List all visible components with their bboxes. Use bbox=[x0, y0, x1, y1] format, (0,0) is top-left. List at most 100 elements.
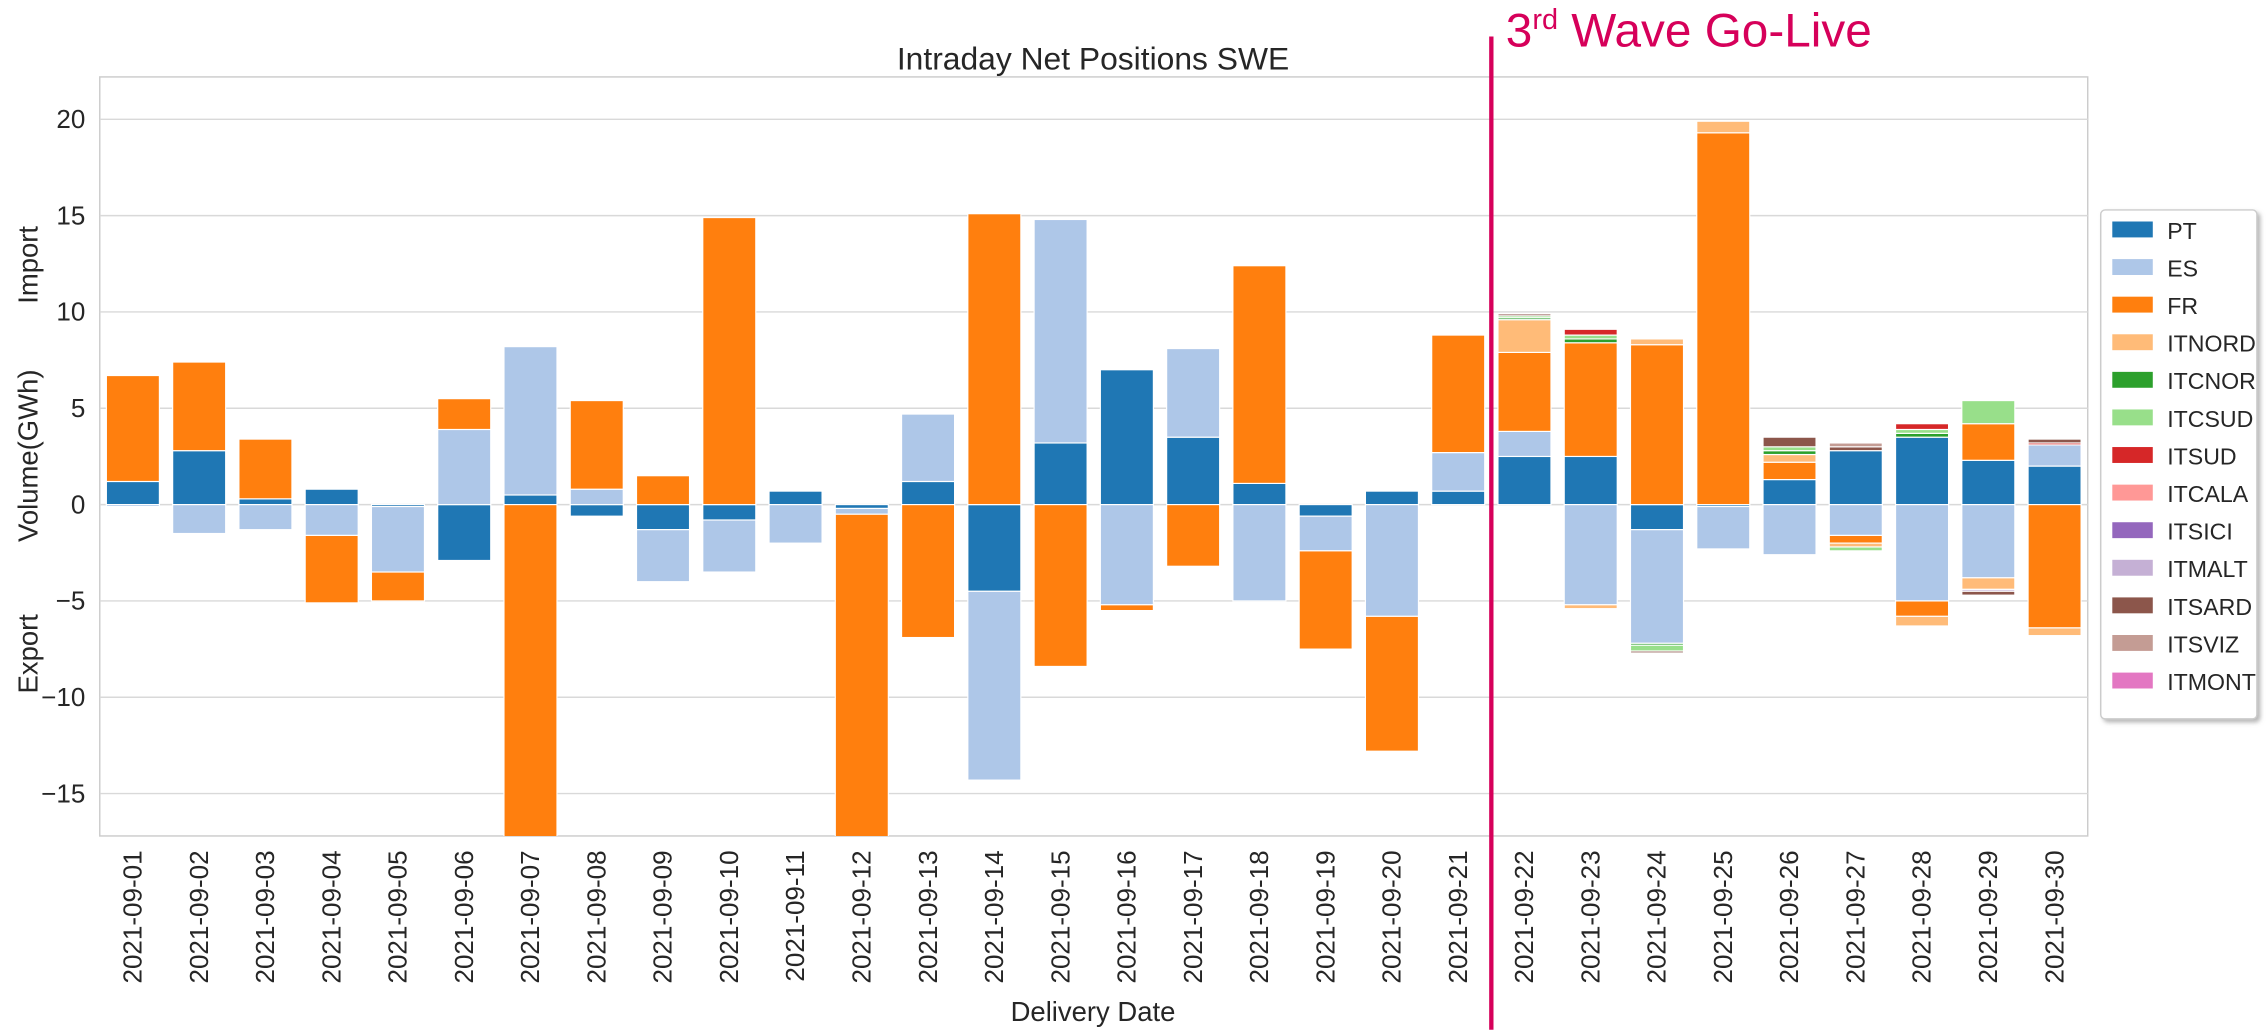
bar-segment bbox=[834, 513, 889, 836]
y-tick-label: 15 bbox=[56, 200, 85, 230]
legend-label: PT bbox=[2167, 218, 2197, 244]
x-tick-label: 2021-09-17 bbox=[1178, 850, 1208, 983]
bar-segment bbox=[172, 361, 227, 452]
bar-segment bbox=[1961, 504, 2016, 579]
bar-segment bbox=[1563, 342, 1618, 458]
bar-segment bbox=[1099, 604, 1154, 612]
bar-segment bbox=[1894, 504, 1950, 602]
x-tick-label: 2021-09-15 bbox=[1045, 850, 1075, 983]
annotation: 3rd Wave Go-Live bbox=[1489, 4, 1872, 1030]
bar-segment bbox=[304, 534, 359, 604]
x-tick-label: 2021-09-25 bbox=[1708, 850, 1738, 983]
bar-segment bbox=[1166, 436, 1221, 506]
bar-segment bbox=[1828, 450, 1883, 506]
bar-segment bbox=[569, 399, 624, 490]
x-tick-label: 2021-09-01 bbox=[118, 850, 148, 983]
bar-segment bbox=[1497, 455, 1552, 506]
bar-segment bbox=[1232, 482, 1287, 506]
y-tick-label: −10 bbox=[41, 682, 85, 712]
legend-swatch bbox=[2112, 296, 2153, 313]
bar-segment bbox=[1961, 577, 2016, 590]
bar-segment bbox=[768, 504, 823, 544]
bar-segment bbox=[900, 413, 956, 483]
y-tick-label: 0 bbox=[71, 489, 85, 519]
export-label: Export bbox=[13, 614, 44, 694]
y-axis-label: Volume(GWh) bbox=[13, 369, 44, 541]
bar-segment bbox=[2027, 465, 2082, 506]
legend-label: ITMONT bbox=[2167, 669, 2256, 695]
legend-swatch bbox=[2112, 635, 2153, 651]
legend-swatch bbox=[2112, 522, 2153, 539]
x-tick-label: 2021-09-27 bbox=[1840, 850, 1870, 983]
x-tick-label: 2021-09-20 bbox=[1377, 850, 1407, 983]
event-text: Wave Go-Live bbox=[1558, 5, 1872, 58]
bar-segment bbox=[967, 213, 1022, 506]
bars bbox=[105, 120, 2082, 836]
bar-segment bbox=[172, 450, 227, 506]
legend-label: ITNORD bbox=[2167, 331, 2256, 357]
bar-segment bbox=[1364, 504, 1420, 617]
bar-segment bbox=[1629, 344, 1685, 506]
bar-segment bbox=[1696, 120, 1751, 134]
bar-segment bbox=[2027, 444, 2082, 467]
bar-segment bbox=[1629, 650, 1685, 654]
bar-segment bbox=[437, 428, 492, 506]
bar-segment bbox=[900, 480, 956, 506]
bar-segment bbox=[1629, 529, 1685, 644]
bar-segment bbox=[1696, 132, 1751, 506]
bar-segment bbox=[2027, 627, 2082, 637]
legend-label: ITCSUD bbox=[2167, 406, 2253, 432]
bar-segment bbox=[105, 480, 160, 506]
bar-segment bbox=[569, 488, 624, 506]
event-number: 3 bbox=[1506, 5, 1533, 58]
bar-segment bbox=[1431, 334, 1486, 454]
x-tick-label: 2021-09-23 bbox=[1575, 850, 1605, 983]
bar-segment bbox=[1894, 600, 1950, 617]
bar-segment bbox=[437, 504, 492, 562]
bar-segment bbox=[1099, 504, 1154, 606]
bar-segment bbox=[1166, 347, 1221, 438]
bar-segment bbox=[967, 504, 1022, 592]
bar-segment bbox=[1033, 218, 1088, 444]
legend-label: FR bbox=[2167, 293, 2198, 319]
bar-segment bbox=[1828, 442, 1883, 448]
bar-segment bbox=[1894, 423, 1950, 431]
bar-segment bbox=[2027, 504, 2082, 629]
bar-segment bbox=[1232, 504, 1287, 602]
bar-segment bbox=[238, 498, 293, 506]
x-tick-label: 2021-09-04 bbox=[316, 850, 346, 983]
bar-segment bbox=[1961, 399, 2016, 425]
x-tick-label: 2021-09-08 bbox=[581, 850, 611, 983]
x-tick-label: 2021-09-02 bbox=[184, 850, 214, 983]
bar-segment bbox=[1298, 550, 1353, 650]
x-tick-label: 2021-09-16 bbox=[1112, 850, 1142, 983]
bar-segment bbox=[105, 504, 160, 508]
bar-segment bbox=[1431, 452, 1486, 492]
x-tick-label: 2021-09-24 bbox=[1642, 850, 1672, 983]
y-tick-label: −5 bbox=[56, 586, 86, 616]
bar-segment bbox=[1563, 504, 1618, 606]
bar-segment bbox=[702, 216, 757, 506]
legend-swatch bbox=[2112, 334, 2153, 351]
x-tick-label: 2021-09-06 bbox=[449, 850, 479, 983]
bar-segment bbox=[1563, 604, 1618, 610]
bar-segment bbox=[702, 519, 757, 573]
bar-segment bbox=[967, 590, 1022, 781]
y-tick-label: 5 bbox=[71, 393, 85, 423]
x-tick-label: 2021-09-18 bbox=[1244, 850, 1274, 983]
plot-area bbox=[99, 76, 2089, 837]
bar-segment bbox=[172, 504, 227, 535]
bar-segment bbox=[1828, 534, 1883, 544]
bar-segment bbox=[834, 507, 889, 515]
x-tick-label: 2021-09-22 bbox=[1509, 850, 1539, 983]
legend-swatch bbox=[2112, 221, 2153, 238]
bar-segment bbox=[1298, 504, 1353, 517]
bar-segment bbox=[1629, 338, 1685, 346]
bar-segment bbox=[1099, 369, 1154, 506]
import-label: Import bbox=[13, 226, 44, 304]
event-label: 3rd Wave Go-Live bbox=[1506, 4, 1872, 57]
legend-label: ITSVIZ bbox=[2167, 631, 2239, 657]
x-tick-label: 2021-09-09 bbox=[648, 850, 678, 983]
bar-segment bbox=[1497, 430, 1552, 458]
